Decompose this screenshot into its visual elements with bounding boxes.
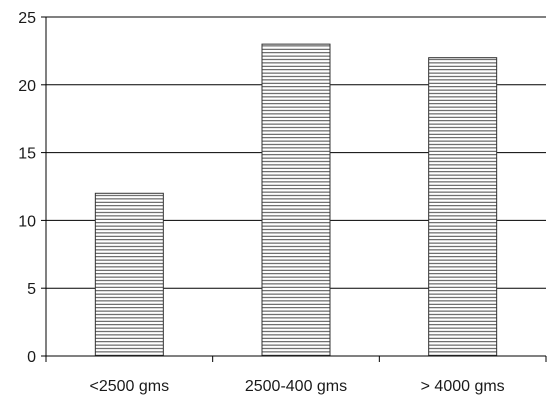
- y-tick-label: 5: [27, 281, 36, 298]
- y-tick-labels: 0 5 10 15 20 25: [18, 10, 36, 366]
- y-tick-label: 10: [18, 213, 36, 230]
- y-tick-label: 20: [18, 78, 36, 95]
- axes: [41, 16, 547, 362]
- x-tick-label: <2500 gms: [90, 378, 170, 395]
- x-tick-label: 2500-400 gms: [245, 378, 347, 395]
- y-tick-label: 15: [18, 146, 36, 163]
- bar: [94, 192, 164, 357]
- bar: [428, 57, 498, 357]
- y-tick-label: 0: [27, 349, 36, 366]
- y-tick-label: 25: [18, 10, 36, 27]
- bars: [94, 43, 498, 357]
- x-tick-label: > 4000 gms: [421, 378, 505, 395]
- x-tick-labels: <2500 gms 2500-400 gms > 4000 gms: [90, 378, 505, 395]
- bar: [261, 43, 331, 357]
